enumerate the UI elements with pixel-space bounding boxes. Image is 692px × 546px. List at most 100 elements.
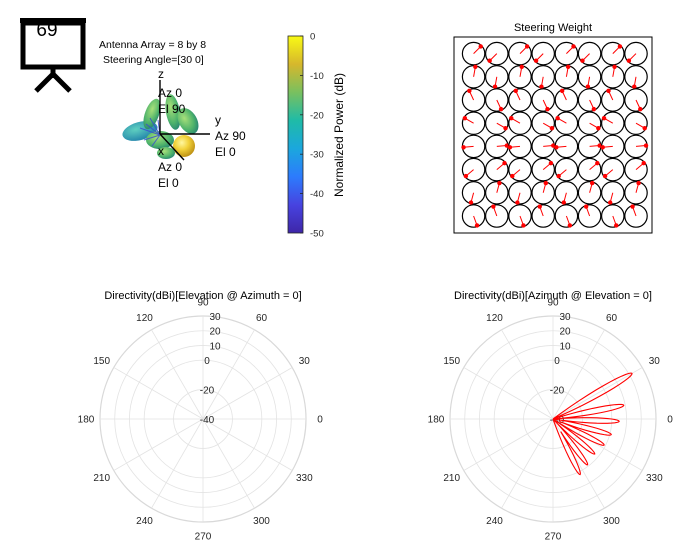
polar-radial-label: 20 — [559, 327, 571, 338]
steering-weight-marker — [643, 143, 649, 148]
steering-weight-marker — [515, 200, 520, 205]
polar-angle-label: 300 — [253, 516, 270, 527]
steering-element-circle — [577, 204, 602, 228]
steering-weight-marker — [606, 88, 611, 94]
polar-angle-label: 90 — [197, 298, 209, 309]
colorbar-tick-label: -30 — [310, 150, 324, 161]
polar-angle-label: 240 — [136, 516, 153, 527]
steering-weight-marker — [507, 145, 513, 150]
radiation-pattern-3d — [122, 94, 199, 159]
steering-weight-marker — [509, 115, 514, 121]
polar-grid-spoke — [202, 418, 293, 471]
steering-weight-marker — [533, 58, 539, 63]
steering-weight-marker — [638, 106, 643, 112]
steering-weight-marker — [549, 126, 555, 131]
polar-grid-spoke — [552, 367, 643, 420]
polar-angle-label: 30 — [649, 356, 661, 367]
axis-z-label: z Az 0 El 90 — [158, 67, 186, 116]
steering-element-circle — [508, 41, 532, 66]
polar-angle-label: 120 — [486, 313, 503, 324]
steering-element-circle — [484, 88, 509, 112]
polar-grid-spoke — [151, 418, 204, 509]
steering-weight-marker — [543, 180, 549, 186]
steering-weight-marker — [461, 145, 466, 150]
steering-weight-marker — [492, 84, 498, 89]
steering-element-circle — [624, 88, 648, 112]
polar-angle-label: 120 — [136, 313, 153, 324]
steering-weight-marker — [473, 64, 478, 70]
polar-angle-label: 210 — [443, 473, 460, 484]
array-annotation: Antenna Array = 8 by 8 Steering Angle=[3… — [99, 39, 209, 66]
steering-weight-marker — [478, 44, 483, 49]
steering-element-circle — [554, 181, 579, 205]
steering-element-circle — [600, 41, 625, 66]
steering-weight-marker — [614, 223, 619, 228]
steering-element-circle — [624, 41, 648, 66]
polar-radial-label: 0 — [554, 356, 560, 367]
polar-radial-label: 10 — [559, 341, 571, 352]
polar-grid-spoke — [151, 329, 204, 420]
steering-weight-marker — [602, 173, 608, 179]
polar-angle-label: 270 — [545, 532, 562, 543]
steering-element-circle — [531, 88, 555, 112]
colorbar-label: Normalized Power (dB) — [332, 73, 346, 197]
steering-element-circle — [508, 157, 532, 182]
steering-element-circle — [531, 181, 555, 205]
steering-element-circle — [577, 111, 602, 135]
steering-weight-marker — [583, 204, 589, 209]
polar-angle-label: 210 — [93, 473, 110, 484]
polar-radial-label: 20 — [209, 327, 221, 338]
steering-element-circle — [461, 111, 486, 135]
polar-angle-label: 60 — [256, 313, 268, 324]
steering-element-circle — [484, 111, 509, 135]
steering-weight-marker — [519, 64, 524, 70]
steering-weight-marker — [503, 126, 508, 131]
steering-element-circle — [484, 157, 509, 182]
steering-weight-marker — [571, 44, 576, 49]
steering-element-circle — [461, 88, 486, 112]
steering-weight-marker — [491, 204, 496, 209]
steering-element-circle — [508, 111, 532, 135]
steering-weight-marker — [630, 204, 635, 209]
steering-element-circle — [484, 204, 509, 228]
steering-weight-marker — [497, 180, 502, 186]
steering-weight-marker — [524, 44, 530, 49]
polar-grid-spoke — [202, 367, 293, 420]
steering-element-circle — [531, 111, 555, 135]
steering-element-circle — [531, 204, 555, 228]
steering-weight-marker — [600, 145, 605, 150]
steering-element-circle — [508, 204, 532, 228]
steering-element-circle — [554, 41, 579, 66]
steering-element-circle — [624, 181, 648, 205]
polar-radial-label: -40 — [550, 415, 565, 426]
steering-weight-marker — [513, 88, 518, 94]
slide-number: 69 — [36, 20, 58, 41]
steering-weight-marker — [463, 173, 469, 179]
polar-plot-azimuth: Directivity(dBi)[Azimuth @ Elevation = 0… — [428, 290, 674, 543]
polar-angle-label: 60 — [606, 313, 618, 324]
steering-weight-marker — [632, 84, 637, 89]
polar-grid-spoke — [202, 418, 255, 509]
steering-element-circle — [577, 157, 602, 182]
steering-weight-marker — [537, 204, 542, 209]
projector-screen-icon — [18, 16, 88, 94]
steering-weight-marker — [559, 88, 565, 94]
steering-element-circle — [577, 181, 602, 205]
polar-radial-label: -20 — [550, 386, 565, 397]
steering-weight-marker — [502, 160, 507, 166]
array-size-label: Antenna Array = 8 by 8 — [99, 39, 206, 51]
axis-lines — [159, 80, 210, 161]
polar-grid-spoke — [552, 418, 643, 471]
steering-weight-marker — [567, 223, 573, 228]
polar-grid-spoke — [113, 367, 204, 420]
steering-weight-marker — [498, 106, 504, 112]
steering-weight-marker — [545, 106, 550, 112]
colorbar-tick-label: 0 — [310, 32, 315, 43]
steering-element-circle — [577, 41, 602, 66]
polar-grid-spoke — [202, 329, 255, 420]
steering-weight-marker — [642, 126, 647, 131]
steering-element-circle — [461, 181, 486, 205]
polar-angle-label: 0 — [667, 415, 673, 426]
polar-plot-elevation: Directivity(dBi)[Elevation @ Azimuth = 0… — [78, 290, 324, 543]
polar-radial-label: 0 — [204, 356, 210, 367]
